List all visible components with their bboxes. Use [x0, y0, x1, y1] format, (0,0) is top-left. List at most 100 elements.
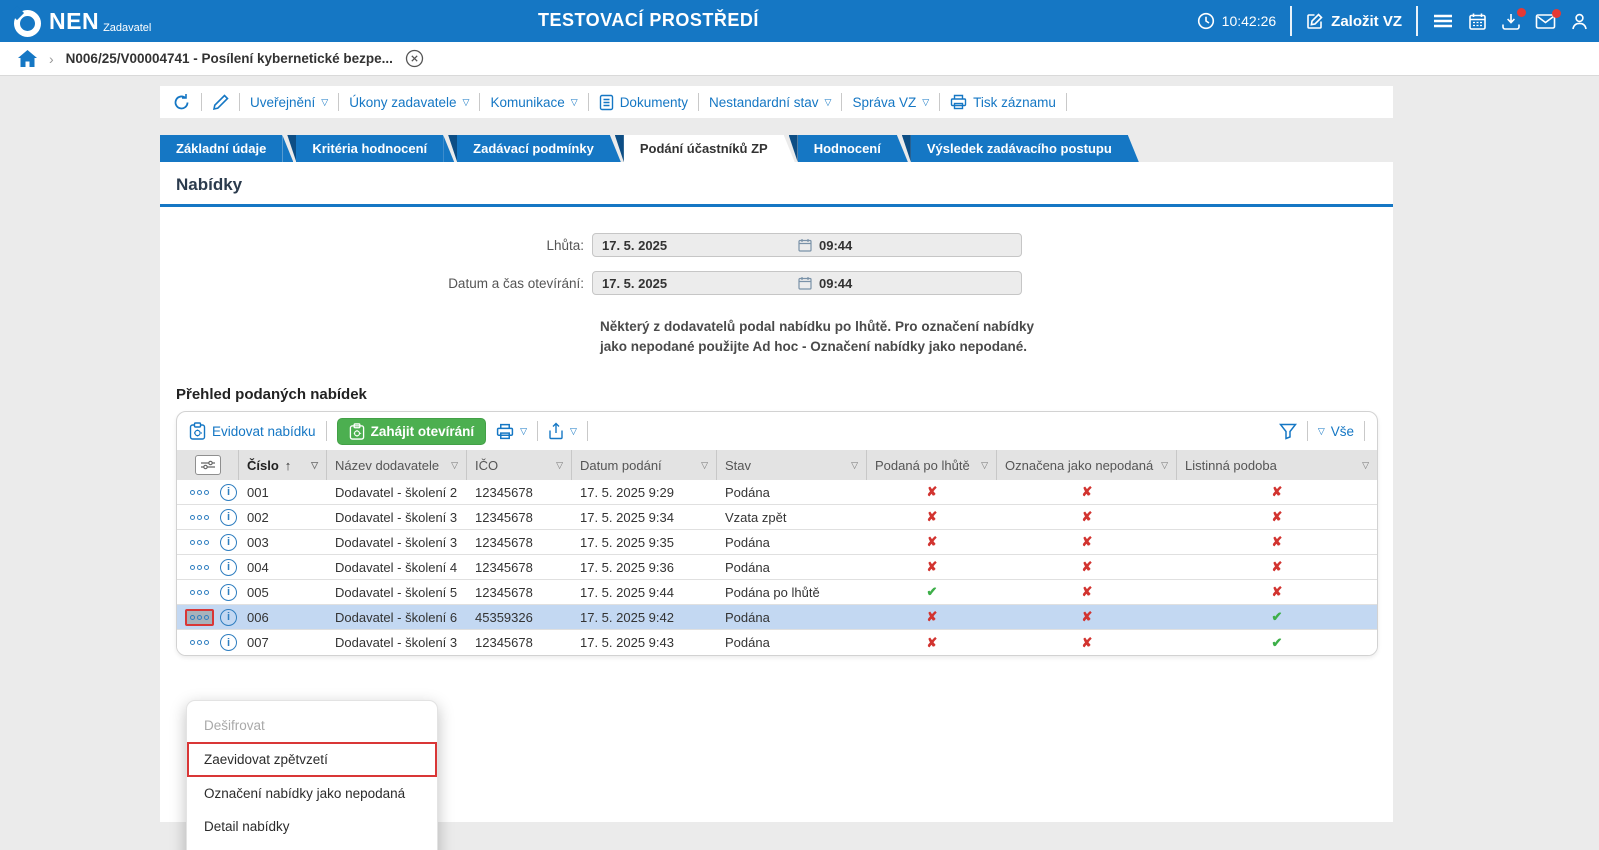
calendar-button[interactable] [1468, 12, 1487, 31]
chevron-down-icon: ▽ [520, 426, 528, 437]
menu-item-zaevidovat-zpetvzeti[interactable]: Zaevidovat zpětvzetí [187, 742, 437, 777]
mail-notification-badge [1552, 8, 1561, 18]
filter-icon[interactable]: ▽ [981, 459, 988, 470]
messages-button[interactable] [1535, 8, 1561, 30]
filter-icon[interactable]: ▽ [311, 459, 318, 470]
row-menu-button-active[interactable] [185, 608, 214, 626]
cell-stav: Podána [725, 559, 770, 575]
tab-hodnoceni[interactable]: Hodnocení [797, 135, 897, 162]
create-vz-button[interactable]: Založit VZ [1306, 12, 1402, 30]
info-icon[interactable]: i [220, 583, 237, 601]
filter-funnel-icon[interactable] [1278, 423, 1297, 440]
column-header-cislo[interactable]: Číslo ↑ ▽ [239, 450, 327, 481]
menu-nestandardni-stav[interactable]: Nestandardní stav ▽ [709, 95, 831, 110]
row-menu-button[interactable] [185, 584, 214, 601]
table-row-selected[interactable]: i 006 Dodavatel - školení 6 45359326 17.… [177, 605, 1377, 631]
table-row[interactable]: i 001 Dodavatel - školení 2 12345678 17.… [177, 480, 1377, 506]
print-table-button[interactable]: ▽ [496, 423, 527, 440]
cell-datum: 17. 5. 2025 9:35 [580, 534, 674, 550]
nen-logo[interactable]: NEN Zadavatel [14, 6, 151, 37]
table-toolbar: Evidovat nabídku Zahájit otevírání ▽ ▽ [177, 412, 1377, 450]
filter-icon[interactable]: ▽ [1161, 459, 1168, 470]
cell-cislo: 006 [247, 609, 269, 625]
cell-ico: 45359326 [475, 609, 533, 625]
filter-view-select[interactable]: ▽ Vše [1318, 424, 1354, 439]
column-header-po-lhute[interactable]: Podaná po lhůtě ▽ [867, 450, 997, 481]
info-icon[interactable]: i [220, 634, 237, 652]
menu-button[interactable] [1432, 12, 1454, 30]
calendar-icon [798, 277, 812, 290]
divider [338, 93, 340, 111]
column-label: Podaná po lhůtě [875, 457, 970, 473]
info-icon[interactable]: i [220, 533, 237, 551]
user-profile-button[interactable] [1570, 12, 1589, 31]
info-icon[interactable]: i [220, 608, 237, 626]
row-menu-button[interactable] [185, 484, 214, 501]
cell-stav: Podána [725, 609, 770, 625]
table-row[interactable]: i 003 Dodavatel - školení 3 12345678 17.… [177, 530, 1377, 556]
menu-uverejneni[interactable]: Uveřejnění ▽ [250, 95, 328, 110]
filter-icon[interactable]: ▽ [556, 459, 563, 470]
menu-sprava-vz[interactable]: Správa VZ ▽ [852, 95, 929, 110]
zahajit-otevirani-button[interactable]: Zahájit otevírání [336, 417, 487, 445]
row-menu-button[interactable] [185, 534, 214, 551]
cell-nazev: Dodavatel - školení 5 [335, 584, 458, 600]
cell-stav: Podána [725, 635, 770, 651]
tab-zadavaci-podminky[interactable]: Zadávací podmínky [457, 135, 610, 162]
menu-item-detail-nabidky[interactable]: Detail nabídky [204, 819, 290, 834]
info-icon[interactable]: i [220, 558, 237, 576]
row-menu-button[interactable] [185, 509, 214, 526]
export-table-button[interactable]: ▽ [548, 422, 577, 440]
tab-vysledek[interactable]: Výsledek zadávacího postupu [910, 135, 1128, 162]
menu-dokumenty[interactable]: Dokumenty [599, 94, 688, 111]
top-header-bar: NEN Zadavatel TESTOVACÍ PROSTŘEDÍ 10:42:… [0, 0, 1599, 42]
page-body: Uveřejnění ▽ Úkony zadavatele ▽ Komunikace… [0, 86, 1599, 850]
home-icon[interactable] [18, 50, 37, 67]
menu-item-desifrovat: Dešifrovat [204, 718, 265, 733]
column-settings-button[interactable] [194, 455, 221, 476]
breadcrumb-item[interactable]: N006/25/V00004741 - Posílení kybernetick… [65, 51, 393, 66]
info-icon[interactable]: i [220, 508, 237, 526]
column-header-datum[interactable]: Datum podání ▽ [572, 450, 717, 481]
table-row[interactable]: i 004 Dodavatel - školení 4 12345678 17.… [177, 555, 1377, 581]
calendar-icon [1469, 13, 1486, 30]
divider [201, 93, 202, 111]
page-title: Nabídky [176, 175, 243, 194]
column-header-ico[interactable]: IČO ▽ [467, 450, 572, 481]
column-header-listinna[interactable]: Listinná podoba ▽ [1177, 450, 1377, 480]
filter-icon[interactable]: ▽ [451, 459, 458, 470]
row-menu-button[interactable] [185, 559, 214, 576]
filter-icon[interactable]: ▽ [851, 459, 858, 470]
otevirani-datetime-field[interactable]: 17. 5. 2025 09:44 [592, 271, 1022, 295]
lhuta-datetime-field[interactable]: 17. 5. 2025 09:44 [592, 233, 1022, 257]
filter-icon[interactable]: ▽ [1362, 459, 1369, 470]
row-menu-button[interactable] [185, 634, 214, 651]
tab-kriteria-hodnoceni[interactable]: Kritéria hodnocení [296, 135, 444, 162]
column-header-nepodana[interactable]: Označena jako nepodaná ▽ [997, 450, 1177, 481]
tab-podani-ucastniku[interactable]: Podání účastníků ZP [623, 135, 784, 162]
refresh-icon[interactable] [172, 93, 191, 112]
calendar-icon [798, 239, 812, 252]
section-divider [160, 204, 1393, 207]
menu-item-vylouceni-dodavatele[interactable]: Vyloučení dodavatele [187, 843, 437, 850]
table-row[interactable]: i 005 Dodavatel - školení 5 12345678 17.… [177, 580, 1377, 606]
status-mark [1082, 635, 1093, 650]
menu-tisk-zaznamu[interactable]: Tisk záznamu [950, 94, 1056, 110]
table-row[interactable]: i 007 Dodavatel - školení 3 12345678 17.… [177, 630, 1377, 656]
column-header-stav[interactable]: Stav ▽ [717, 450, 867, 481]
tab-zakladni-udaje[interactable]: Základní údaje [160, 135, 283, 162]
evidovat-nabidku-button[interactable]: Evidovat nabídku [189, 422, 316, 440]
pencil-icon[interactable] [212, 93, 229, 111]
downloads-button[interactable] [1501, 7, 1526, 31]
menu-komunikace[interactable]: Komunikace ▽ [490, 95, 577, 110]
table-row[interactable]: i 002 Dodavatel - školení 3 12345678 17.… [177, 505, 1377, 531]
menu-item-oznaceni-nepodana[interactable]: Označení nabídky jako nepodaná [204, 786, 406, 801]
document-icon [599, 94, 613, 110]
filter-icon[interactable]: ▽ [701, 459, 708, 470]
info-icon[interactable]: i [220, 483, 237, 501]
column-header-nazev[interactable]: Název dodavatele ▽ [327, 450, 467, 481]
menu-ukony-zadavatele[interactable]: Úkony zadavatele ▽ [349, 95, 469, 110]
close-tab-icon[interactable] [405, 49, 424, 68]
column-label: Označena jako nepodaná [1005, 457, 1154, 473]
status-mark [927, 584, 938, 599]
